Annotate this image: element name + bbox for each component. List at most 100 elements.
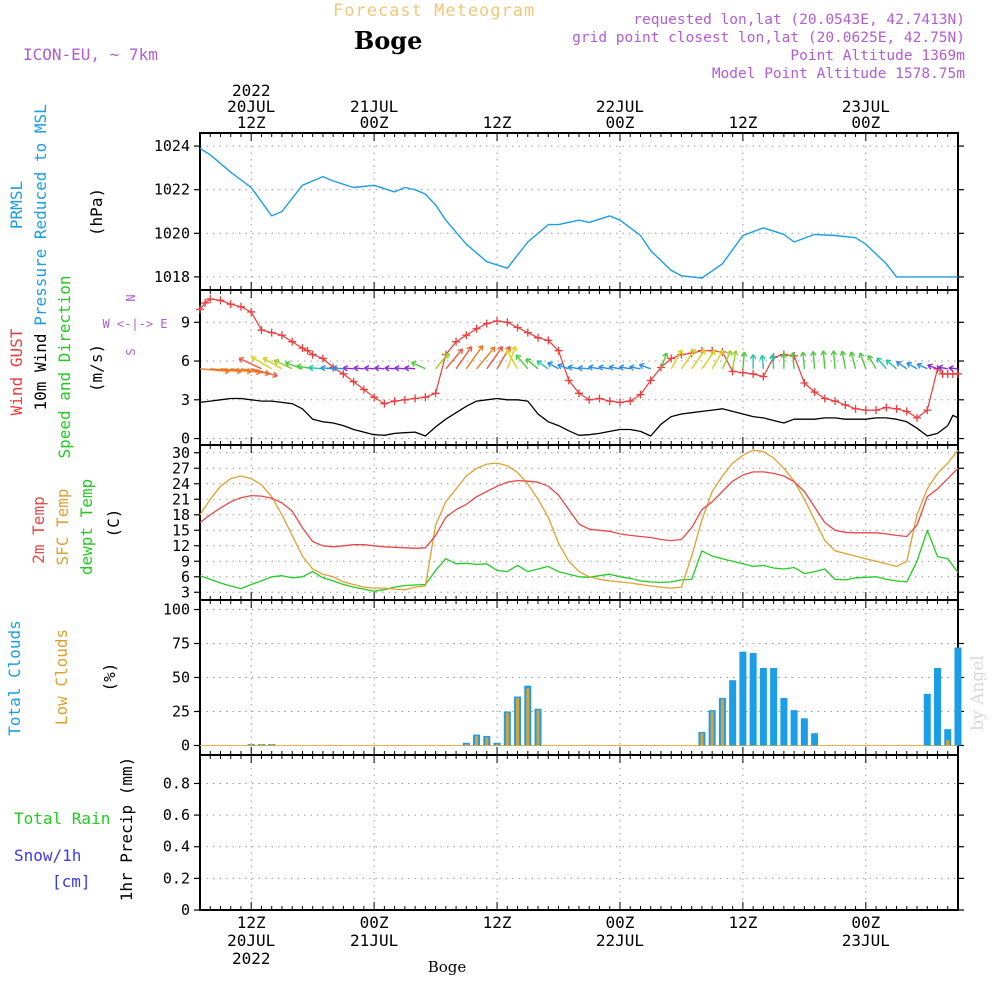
gust-marker [759,372,768,381]
chart-title: Forecast Meteogram [333,1,535,21]
gust-marker [749,369,758,378]
requested-coordinates: requested lon,lat (20.0543E, 42.7413N) [633,12,965,28]
gust-marker [820,394,829,403]
bottom-time-label: 00Z [851,913,880,932]
gust-marker [390,397,399,406]
wind-arrow [896,361,908,370]
ytick-label: 0.6 [163,806,190,824]
gust-marker [503,318,512,327]
gust-marker [226,300,235,309]
gust-marker [349,377,358,386]
ylabel-sfc-temp: SFC Temp [53,488,72,565]
wind-arrow [547,361,559,370]
wind-arrow-head [867,354,874,361]
gust-marker [308,350,317,359]
wind-arrow-head [272,371,278,378]
model-label: ICON-EU, ~ 7km [23,45,158,64]
wind-arrow [691,349,706,370]
gust-marker [544,336,553,345]
bottom-time-label: 00Z [606,913,635,932]
gust-marker [247,307,256,316]
total-cloud-bar [759,667,767,746]
gust-marker [370,393,379,402]
total-cloud-bar [770,667,778,746]
gust-marker [482,319,491,328]
wind-arrow-head [690,348,696,355]
wind-arrow-head [353,364,359,372]
gust-marker [421,393,430,402]
wind-arrow [353,364,364,372]
wind-arrow [780,352,788,369]
wind-arrow-head [780,352,788,358]
wind-arrow [410,361,426,370]
wind-arrow-head [608,364,614,371]
wind-arrow-head [250,356,257,362]
wind-arrow [759,354,766,369]
wind-arrow-head [515,354,522,360]
wind-arrow-head [927,363,933,370]
wind-arrow-shaft [578,367,590,370]
gust-marker [872,406,881,415]
wind-arrow-head [677,349,683,356]
wind-arrow-shaft [812,351,816,369]
gust-marker [902,407,911,416]
wind-arrow [598,364,610,371]
ytick-label: 9 [181,552,190,570]
wind-arrow [525,358,539,370]
low-cloud-bar [259,744,263,746]
wind-arrow-shaft [802,351,806,369]
wind-arrow-shaft [411,361,426,370]
dewpoint-line [199,529,959,592]
gust-marker [575,389,583,398]
compass-we: W <-|-> E [102,317,167,331]
wind-arrow-shaft [588,366,600,370]
gust-marker [626,397,635,406]
wind-arrow-shaft [455,346,473,370]
wind-arrow-shaft [629,366,641,370]
top-time-label: 00Z [360,113,389,132]
gust-marker [431,389,440,398]
wind-arrow [830,350,838,369]
ytick-label: 25 [172,702,190,720]
wind-arrow-head [598,364,604,371]
wind-arrow-shaft [515,354,529,370]
bottom-time-label: 12Z [728,913,757,932]
sfc-temp-line [199,449,959,591]
gust-marker [913,413,922,422]
wind-arrow-head [848,351,856,357]
gust-marker [380,399,389,408]
wind-arrow-shaft [859,352,867,370]
gust-marker [800,379,809,387]
ytick-label: 27 [172,459,190,477]
wind-arrow-shaft [948,367,959,370]
wind-arrow-shaft [486,346,503,370]
gust-marker [564,376,573,385]
wind-arrow-head [916,362,923,369]
ytick-label: 15 [172,521,190,539]
gust-marker [861,406,870,415]
wind-arrow [839,350,847,369]
total-cloud-bar [790,710,798,746]
total-cloud-bar [780,697,788,746]
low-cloud-bar [720,699,724,746]
panel-frame [199,754,959,911]
wind-arrow-head [536,360,543,366]
ylabel-prmsl: PRMSL [7,181,26,229]
wind-arrow-head [638,362,645,370]
wind-arrow-head [284,360,291,367]
bottom-time-label: 22JUL [596,931,644,950]
wind-arrow-shaft [445,348,463,370]
wind-arrow-head [511,345,518,352]
wind-arrow-head [885,359,892,366]
wind-arrow-shaft [867,355,877,370]
wind-arrow-shaft [465,345,484,370]
wind-speed-line [199,397,959,437]
wind-arrow-head [489,346,496,353]
wind-arrow [867,354,877,370]
wind-arrow-head [273,359,280,365]
wind-arrow-head [731,350,739,356]
legend-snow-unit: [cm] [52,872,91,891]
wind-arrow-head [740,351,748,357]
temp-2m-line [199,467,959,549]
wind-arrow-head [820,350,827,356]
